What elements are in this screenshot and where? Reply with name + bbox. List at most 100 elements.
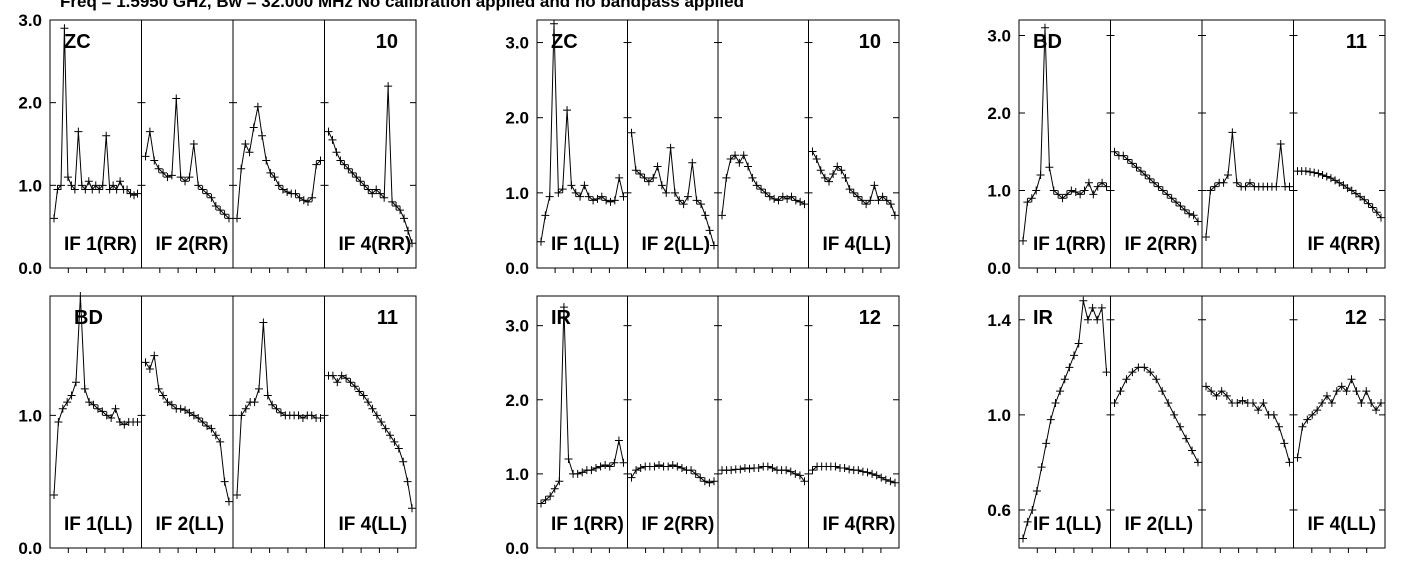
data-point: [1189, 211, 1198, 220]
data-point: [640, 173, 649, 182]
if-label: IF 4(RR): [339, 234, 412, 255]
data-point: [63, 173, 72, 182]
data-point: [262, 156, 271, 165]
data-point: [687, 466, 696, 475]
data-point: [211, 202, 220, 210]
data-point: [791, 469, 800, 478]
data-point: [1167, 194, 1176, 203]
data-point: [657, 181, 666, 190]
data-point: [328, 135, 337, 144]
data-point: [1342, 387, 1351, 396]
series-if-1: [50, 292, 142, 499]
y-tick-label: 0.0: [505, 539, 529, 558]
data-point: [796, 197, 805, 206]
data-point: [605, 462, 614, 471]
baseline-label: ZC: [551, 31, 578, 53]
data-point: [1322, 391, 1331, 400]
data-point: [270, 173, 279, 182]
data-point: [650, 462, 659, 471]
data-point: [368, 404, 377, 413]
data-point: [1128, 159, 1137, 168]
if-label: IF 2(RR): [1125, 234, 1198, 255]
data-point: [316, 156, 325, 165]
data-point: [696, 473, 705, 482]
if-label: IF 1(LL): [551, 234, 620, 255]
data-point: [63, 398, 72, 407]
data-point: [1074, 339, 1083, 348]
data-point: [800, 200, 809, 209]
data-point: [662, 188, 671, 197]
data-point: [107, 414, 116, 423]
data-point: [692, 196, 701, 205]
data-point: [324, 127, 333, 136]
if-label: IF 1(LL): [64, 514, 133, 535]
data-point: [745, 464, 754, 473]
data-point: [207, 193, 216, 202]
data-point: [276, 408, 285, 417]
y-tick-label: 1.0: [18, 176, 42, 195]
if-label: IF 2(LL): [642, 234, 711, 255]
series-if-4: [1293, 375, 1385, 462]
data-point: [1276, 140, 1285, 148]
data-point: [791, 196, 800, 205]
data-point: [1056, 387, 1065, 396]
data-point: [130, 191, 139, 200]
data-point: [1089, 190, 1098, 199]
data-point: [1356, 192, 1365, 201]
data-point: [731, 151, 740, 160]
data-point: [60, 24, 69, 33]
data-point: [853, 192, 862, 201]
data-point: [854, 466, 863, 475]
data-point: [735, 158, 744, 167]
data-point: [868, 469, 877, 478]
data-point: [874, 196, 883, 205]
if-label: IF 4(LL): [339, 514, 408, 535]
data-point: [337, 371, 346, 380]
data-point: [670, 188, 679, 197]
data-point: [198, 185, 207, 194]
data-point: [56, 181, 65, 190]
data-point: [1275, 422, 1284, 431]
data-point: [185, 173, 194, 182]
data-point: [159, 391, 168, 400]
data-point: [858, 196, 866, 205]
data-point: [408, 239, 416, 248]
data-point: [1088, 303, 1097, 312]
data-point: [233, 214, 241, 223]
data-point: [1140, 363, 1149, 372]
data-point: [350, 382, 359, 391]
data-point: [1084, 178, 1093, 187]
data-point: [614, 436, 623, 445]
data-point: [1241, 182, 1250, 191]
data-point: [1335, 178, 1344, 187]
data-point: [312, 160, 321, 169]
data-point: [573, 469, 582, 478]
data-point: [580, 181, 589, 190]
data-point: [1343, 184, 1352, 193]
data-point: [1339, 181, 1348, 190]
if-label: IF 4(RR): [1308, 234, 1381, 255]
data-point: [233, 490, 241, 499]
data-point: [886, 200, 895, 209]
data-point: [679, 200, 688, 209]
if-label: IF 2(LL): [156, 514, 225, 535]
y-tick-label: 0.0: [987, 259, 1011, 278]
data-point: [84, 177, 93, 186]
data-point: [1293, 453, 1302, 462]
data-point: [167, 400, 176, 409]
figure-header: Freq = 1.5950 GHz, Bw = 32.000 MHz No ca…: [60, 0, 744, 11]
data-point: [1285, 458, 1294, 467]
data-point: [862, 200, 871, 209]
y-tick-label: 2.0: [987, 104, 1011, 123]
y-tick-label: 2.0: [18, 94, 42, 113]
data-point: [1176, 422, 1185, 431]
if-label: IF 2(RR): [642, 514, 715, 535]
series-if-1: [1019, 23, 1111, 245]
data-point: [81, 185, 90, 194]
data-point: [1042, 439, 1051, 448]
data-point: [1326, 174, 1335, 183]
series-line: [1205, 385, 1290, 463]
data-point: [1238, 396, 1247, 405]
data-point: [172, 94, 181, 103]
data-point: [145, 364, 154, 373]
